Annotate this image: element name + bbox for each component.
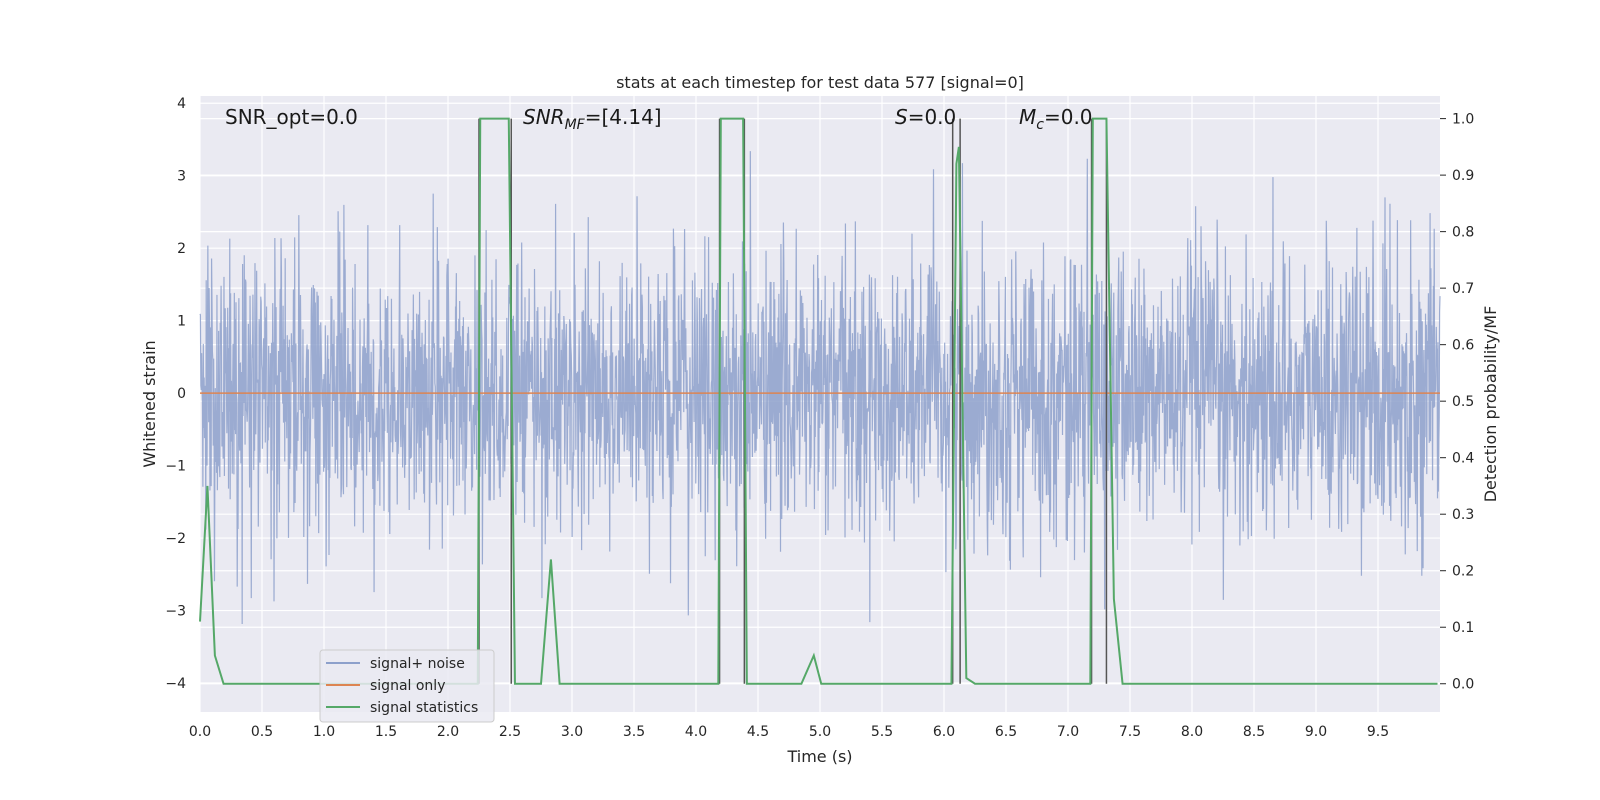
annotation-s-main: S xyxy=(895,105,908,129)
x-tick-label: 0.0 xyxy=(189,724,211,740)
x-tick-label: 7.5 xyxy=(1119,724,1141,740)
y2-tick-label: 1.0 xyxy=(1452,112,1474,128)
x-tick-label: 1.0 xyxy=(313,724,335,740)
legend-label-signal-statistics: signal statistics xyxy=(370,700,478,716)
x-axis-label: Time (s) xyxy=(786,747,852,766)
annotation-snr-opt: SNR_opt=0.0 xyxy=(225,105,358,129)
signal-statistics-line xyxy=(199,117,1438,685)
x-tick-label: 4.5 xyxy=(747,724,769,740)
x-tick-label: 2.0 xyxy=(437,724,459,740)
y-tick-label: −4 xyxy=(165,676,186,692)
y2-tick-label: 0.4 xyxy=(1452,451,1474,467)
y-tick-label: 2 xyxy=(177,241,186,257)
annotation-mc: Mc=0.0 xyxy=(1019,105,1093,133)
annotation-snr-mf-main: SNR xyxy=(523,105,565,129)
annotation-mc-value: =0.0 xyxy=(1044,105,1093,129)
x-tick-label: 8.5 xyxy=(1243,724,1265,740)
x-tick-label: 4.0 xyxy=(685,724,707,740)
noise-trace xyxy=(199,151,1441,625)
x-tick-label: 7.0 xyxy=(1057,724,1079,740)
annotations: SNR_opt=0.0 SNRMF=[4.14] S=0.0 Mc=0.0 xyxy=(225,105,1093,133)
y2-tick-label: 0.0 xyxy=(1452,677,1474,693)
y2-tick-label: 0.1 xyxy=(1452,620,1474,636)
y-axis-ticks: −4 −3 −2 −1 0 1 2 3 4 xyxy=(165,96,186,692)
x-tick-label: 5.0 xyxy=(809,724,831,740)
annotation-s: S=0.0 xyxy=(895,105,956,129)
y2-tick-label: 0.3 xyxy=(1452,507,1474,523)
x-tick-label: 3.0 xyxy=(561,724,583,740)
series-signal-noise xyxy=(199,151,1441,625)
y-tick-label: −3 xyxy=(165,604,186,620)
x-tick-label: 1.5 xyxy=(375,724,397,740)
x-tick-label: 9.5 xyxy=(1367,724,1389,740)
annotation-snr-mf-sub: MF xyxy=(565,117,586,133)
legend-label-signal-only: signal only xyxy=(370,678,445,694)
y2-axis-ticks: 0.0 0.1 0.2 0.3 0.4 0.5 0.6 0.7 0.8 0.9 1.0 xyxy=(1440,112,1474,693)
legend-label-signal-noise: signal+ noise xyxy=(370,656,465,672)
series-signal-statistics xyxy=(199,117,1438,685)
x-tick-label: 2.5 xyxy=(499,724,521,740)
annotation-snr-mf-value: =[4.14] xyxy=(585,105,662,129)
x-tick-label: 3.5 xyxy=(623,724,645,740)
legend-box xyxy=(319,649,495,723)
y-axis-label: Whitened strain xyxy=(140,340,159,467)
legend: signal+ noise signal only signal statist… xyxy=(319,649,495,723)
annotation-mc-sub: c xyxy=(1036,117,1044,133)
y-tick-label: 3 xyxy=(177,169,186,185)
x-tick-label: 0.5 xyxy=(251,724,273,740)
y2-tick-label: 0.7 xyxy=(1452,281,1474,297)
y-tick-label: 4 xyxy=(177,96,186,112)
x-axis-ticks: 0.0 0.5 1.0 1.5 2.0 2.5 3.0 3.5 4.0 4.5 5.0 5.5 6.0 6… xyxy=(189,724,1389,740)
annotation-mc-main: M xyxy=(1019,105,1036,129)
x-tick-label: 5.5 xyxy=(871,724,893,740)
y2-tick-label: 0.5 xyxy=(1452,394,1474,410)
x-tick-label: 9.0 xyxy=(1305,724,1327,740)
annotation-s-value: =0.0 xyxy=(908,105,957,129)
y2-tick-label: 0.6 xyxy=(1452,338,1474,354)
y2-axis-label: Detection probability/MF xyxy=(1481,306,1500,503)
y-tick-label: −2 xyxy=(165,531,186,547)
y-tick-label: −1 xyxy=(165,459,186,475)
chart-title: stats at each timestep for test data 577… xyxy=(616,73,1024,92)
y2-tick-label: 0.2 xyxy=(1452,564,1474,580)
annotation-snr-mf: SNRMF=[4.14] xyxy=(523,105,662,133)
x-tick-label: 6.0 xyxy=(933,724,955,740)
y2-tick-label: 0.8 xyxy=(1452,225,1474,241)
y2-tick-label: 0.9 xyxy=(1452,168,1474,184)
y-tick-label: 0 xyxy=(177,386,186,402)
y-tick-label: 1 xyxy=(177,314,186,330)
x-tick-label: 8.0 xyxy=(1181,724,1203,740)
x-tick-label: 6.5 xyxy=(995,724,1017,740)
